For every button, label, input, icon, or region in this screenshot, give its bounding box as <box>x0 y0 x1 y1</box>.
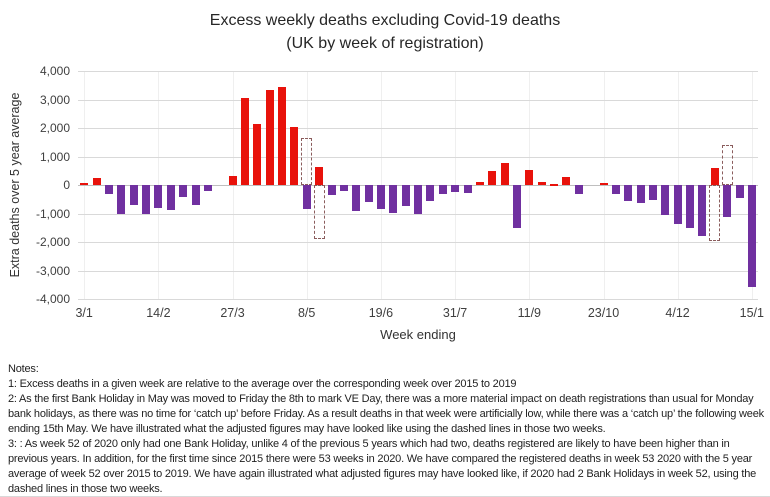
x-tick-label: 14/2 <box>146 306 171 320</box>
bar-week-24 <box>364 185 373 203</box>
note-2: 2: As the first Bank Holiday in May was … <box>8 393 764 435</box>
chart-title: Excess weekly deaths excluding Covid-19 … <box>0 9 770 55</box>
bar-week-17 <box>278 86 286 185</box>
bar-week-37 <box>525 170 534 185</box>
bar-week-4 <box>117 185 126 214</box>
bar-week-26 <box>389 185 398 213</box>
bar-week-31 <box>451 185 460 192</box>
bar-week-8 <box>166 185 175 210</box>
bar-week-39 <box>550 184 558 186</box>
adjusted-dashed-bar <box>313 185 325 240</box>
x-tick-label: 23/10 <box>587 306 620 320</box>
bar-week-7 <box>154 185 163 209</box>
bar-week-14 <box>240 98 249 185</box>
gridline <box>78 299 758 300</box>
plot-area <box>78 71 758 300</box>
note-3: 3: : As week 52 of 2020 only had one Ban… <box>8 438 757 495</box>
x-tick-label: 3/1 <box>75 306 93 320</box>
x-tick-label: 31/7 <box>442 306 468 320</box>
x-tick-label: 15/1 <box>739 306 764 320</box>
bar-week-20 <box>315 166 324 185</box>
bar-week-21 <box>327 185 336 196</box>
bar-week-38 <box>537 181 546 185</box>
notes-heading: Notes: <box>8 363 39 375</box>
bar-week-28 <box>414 185 422 215</box>
x-axis-title: Week ending <box>380 327 456 342</box>
bar-week-15 <box>253 123 262 185</box>
y-tick-label: -1,000 <box>35 206 70 221</box>
bar-week-45 <box>624 185 633 201</box>
bar-week-27 <box>401 185 410 206</box>
bar-week-34 <box>488 171 497 185</box>
x-tick-label: 4/12 <box>665 306 690 320</box>
bar-week-2 <box>92 177 101 185</box>
x-tick-label: 27/3 <box>220 306 245 320</box>
bar-week-3 <box>104 185 113 194</box>
y-tick-label: 3,000 <box>39 92 70 107</box>
gridline <box>78 128 758 129</box>
bar-week-50 <box>686 185 694 228</box>
y-tick-label: -2,000 <box>35 235 70 249</box>
x-tick-label: 19/6 <box>368 306 394 320</box>
gridline <box>78 242 758 243</box>
chart-title-line2: (UK by week of registration) <box>286 35 484 52</box>
bar-week-41 <box>574 185 583 194</box>
note-1: 1: Excess deaths in a given week are rel… <box>8 378 517 390</box>
bar-week-16 <box>265 89 274 185</box>
bar-week-55 <box>747 185 756 287</box>
bar-week-54 <box>735 185 744 198</box>
notes-block: Notes: 1: Excess deaths in a given week … <box>8 362 764 497</box>
bar-week-18 <box>290 126 299 185</box>
bar-week-13 <box>228 175 237 185</box>
bar-week-25 <box>376 185 385 210</box>
adjusted-dashed-bar <box>709 185 721 241</box>
bar-week-11 <box>203 185 212 191</box>
bar-week-5 <box>129 185 138 205</box>
bar-week-9 <box>179 185 188 197</box>
x-tick-label: 8/5 <box>297 306 316 320</box>
y-tick-label: 0 <box>63 178 70 192</box>
bar-week-22 <box>339 185 348 191</box>
bar-week-19 <box>302 185 311 210</box>
y-tick-label: 4,000 <box>39 64 70 78</box>
y-tick-label: 2,000 <box>39 121 70 135</box>
bar-week-36 <box>512 185 521 229</box>
y-tick-label: -3,000 <box>35 263 70 278</box>
bar-week-43 <box>599 182 608 185</box>
bar-week-53 <box>723 185 732 217</box>
x-tick-label: 11/9 <box>517 306 541 320</box>
bar-week-49 <box>673 185 682 224</box>
bar-week-46 <box>636 185 645 204</box>
y-tick-label: -4,000 <box>35 292 70 306</box>
bar-week-6 <box>142 185 150 214</box>
gridline <box>78 71 758 72</box>
gridline <box>78 270 758 272</box>
chart-title-line1: Excess weekly deaths excluding Covid-19 … <box>209 12 561 29</box>
bar-week-51 <box>698 185 707 237</box>
bar-week-52 <box>710 167 719 185</box>
bar-week-29 <box>426 185 435 201</box>
bar-week-10 <box>191 185 200 205</box>
bar-week-44 <box>611 185 620 194</box>
bar-week-48 <box>661 185 670 215</box>
y-tick-label: 1,000 <box>39 149 70 164</box>
bar-week-47 <box>648 185 657 201</box>
bar-week-23 <box>352 185 361 211</box>
bar-week-33 <box>475 181 484 185</box>
adjusted-dashed-bar <box>301 138 313 185</box>
adjusted-dashed-bar <box>721 145 733 185</box>
gridline <box>78 99 758 101</box>
bar-week-32 <box>463 185 472 193</box>
bar-week-30 <box>438 185 447 194</box>
bar-week-1 <box>80 183 89 185</box>
bar-week-40 <box>562 177 571 185</box>
gridline <box>78 156 758 158</box>
bar-week-35 <box>500 162 509 185</box>
